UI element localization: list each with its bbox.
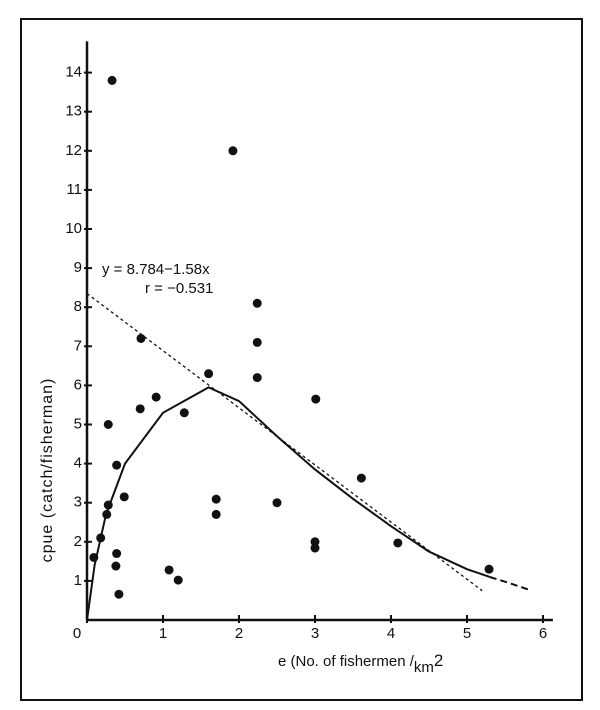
regression-equation: y = 8.784−1.58x <box>102 261 210 278</box>
data-point <box>356 473 366 483</box>
frame <box>20 18 583 701</box>
data-point <box>310 543 320 553</box>
data-point <box>119 492 129 502</box>
y-tick-label: 13 <box>65 103 82 120</box>
data-point <box>211 509 221 519</box>
data-point <box>173 575 183 585</box>
data-point <box>103 500 113 510</box>
data-point <box>204 369 214 379</box>
data-point <box>96 533 106 543</box>
data-point <box>228 146 238 156</box>
data-point <box>164 565 174 575</box>
data-point <box>211 494 221 504</box>
data-point <box>484 564 494 574</box>
data-point <box>311 394 321 404</box>
data-point <box>272 498 282 508</box>
x-tick-label: 4 <box>387 625 395 642</box>
data-point <box>136 333 146 343</box>
data-point <box>252 373 262 383</box>
x-tick-label: 2 <box>235 625 243 642</box>
y-axis-label: cpue (catch/fisherman) <box>39 378 56 563</box>
data-point <box>151 392 161 402</box>
x-tick-label: 3 <box>311 625 319 642</box>
data-point <box>103 420 113 429</box>
x-label-exponent: 2 <box>434 651 443 670</box>
fitted-curve-extension <box>489 576 532 592</box>
data-point <box>393 538 403 548</box>
y-tick-label: 9 <box>74 259 82 276</box>
y-tick-label: 3 <box>74 494 82 511</box>
data-point <box>107 75 117 85</box>
correlation-label: r = −0.531 <box>145 280 213 297</box>
data-point <box>102 509 112 519</box>
x-label-unit: km <box>414 659 434 676</box>
y-tick-label: 7 <box>74 337 82 354</box>
y-tick-label: 2 <box>74 533 82 550</box>
x-tick-label: 0 <box>73 625 81 642</box>
y-tick-label: 12 <box>65 142 82 159</box>
data-point <box>252 298 262 308</box>
x-label-main: e (No. of fishermen / <box>278 653 415 670</box>
data-point <box>310 537 320 547</box>
x-axis-label: e (No. of fishermen /km2 <box>278 651 443 675</box>
data-point <box>89 552 99 562</box>
y-tick-label: 1 <box>74 572 82 589</box>
data-point <box>179 408 189 418</box>
y-tick-label: 10 <box>65 220 82 237</box>
data-point <box>252 337 262 347</box>
data-point <box>112 460 122 470</box>
x-tick-label: 1 <box>159 625 167 642</box>
data-point <box>114 589 124 599</box>
data-point <box>111 561 121 571</box>
x-tick-label: 5 <box>463 625 471 642</box>
y-tick-label: 14 <box>65 64 82 81</box>
y-tick-label: 6 <box>74 376 82 393</box>
x-tick-label: 6 <box>539 625 547 642</box>
data-point <box>112 549 122 559</box>
y-tick-label: 11 <box>66 181 82 198</box>
y-tick-label: 4 <box>74 455 82 472</box>
data-point <box>135 404 145 414</box>
fitted-curve <box>86 386 491 621</box>
y-tick-label: 5 <box>74 415 82 432</box>
y-tick-label: 8 <box>74 298 82 315</box>
